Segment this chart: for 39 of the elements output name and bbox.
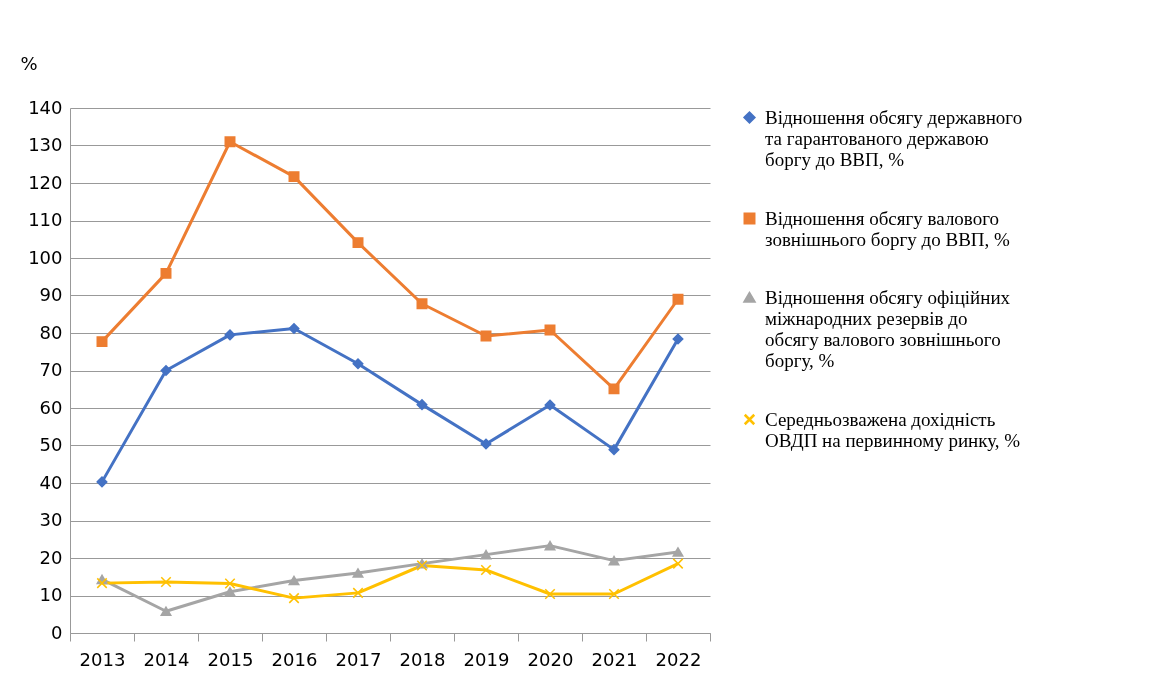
y-tick-label: 0 [51,621,63,643]
x-tick-label: 2017 [335,648,382,670]
y-tick-label: 130 [28,134,63,155]
x-tick-label: 2013 [79,648,126,670]
y-tick-label: 80 [39,321,63,343]
y-tick-label: 140 [28,96,63,118]
y-tick-label: 50 [39,434,63,455]
point [608,588,620,600]
point [480,564,492,576]
point [352,587,364,599]
y-tick-label: 60 [39,396,63,418]
x-tick-label: 2019 [463,648,510,670]
point [672,558,684,570]
y-tick-label: 70 [39,359,63,380]
x-tick-label: 2014 [143,648,190,670]
y-tick-label: 30 [39,509,63,530]
y-axis-title: % [20,52,38,74]
point [288,592,300,604]
point [160,576,172,588]
point [96,577,108,589]
y-tick-label: 90 [39,284,63,305]
x-tick-label: 2020 [527,648,574,670]
x-tick-label: 2015 [207,648,254,670]
y-tick-label: 100 [28,246,63,268]
point [224,578,236,589]
y-tick-label: 120 [28,171,63,193]
legend-label: Середньозважена дохідність ОВДП на первинному ринку, % [765,408,1021,451]
x-tick-label: 2022 [655,648,702,670]
legend-label: Відношення обсягу державного та гарантованого державою боргу до ВВП, % [765,106,1023,170]
legend-label: Відношення обсягу валового зовнішнього боргу до ВВП, % [765,207,1011,250]
legend-label: Відношення обсягу офіційних міжнародних резервів до обсягу валового зовнішнього боргу, % [765,286,1011,371]
y-tick-label: 10 [39,584,63,605]
y-tick-label: 20 [39,546,63,568]
y-tick-label: 110 [28,209,63,230]
x-tick-label: 2016 [271,648,318,670]
x-tick-label: 2018 [399,648,446,670]
y-tick-label: 40 [39,471,63,493]
x-tick-label: 2021 [591,648,638,670]
point [544,588,556,600]
